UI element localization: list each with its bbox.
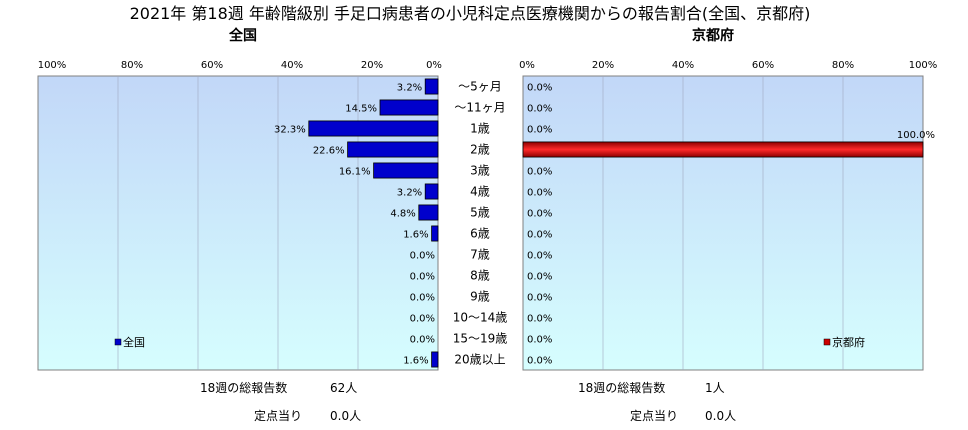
category-label: 20歳以上	[454, 353, 505, 367]
data-label-national: 0.0%	[410, 335, 435, 346]
data-label-national: 4.8%	[390, 209, 415, 220]
footer-national-per-label: 定点当り	[254, 408, 302, 423]
footer-kyoto-total-value: 1人	[705, 381, 725, 395]
category-label: 8歳	[470, 269, 490, 283]
panel-title-kyoto: 京都府	[692, 27, 734, 44]
footer-kyoto-total-label: 18週の総報告数	[578, 380, 665, 395]
category-label: 6歳	[470, 227, 490, 241]
category-label: 10〜14歳	[453, 311, 508, 325]
tick-label-national: 20%	[361, 60, 383, 71]
panel-title-national: 全国	[228, 27, 257, 44]
bar-national	[431, 225, 439, 242]
bar-national	[308, 120, 439, 137]
legend-swatch-national	[114, 338, 122, 346]
plot-area-kyoto	[522, 75, 924, 371]
bar-national	[373, 162, 439, 179]
bar-national	[424, 78, 439, 95]
data-label-national: 1.6%	[403, 356, 428, 367]
data-label-kyoto: 0.0%	[527, 314, 552, 325]
data-label-kyoto: 0.0%	[527, 125, 552, 136]
category-label: 〜11ヶ月	[454, 101, 505, 115]
category-label: 3歳	[470, 164, 490, 178]
plot-area-national	[37, 75, 439, 371]
data-label-kyoto: 0.0%	[527, 209, 552, 220]
data-label-national: 1.6%	[403, 230, 428, 241]
data-label-kyoto: 0.0%	[527, 251, 552, 262]
data-label-national: 0.0%	[410, 251, 435, 262]
footer-national-total-label: 18週の総報告数	[200, 380, 287, 395]
data-label-kyoto: 0.0%	[527, 188, 552, 199]
category-label: 1歳	[470, 122, 490, 136]
data-label-kyoto: 0.0%	[527, 83, 552, 94]
data-label-national: 0.0%	[410, 314, 435, 325]
tick-label-kyoto: 100%	[909, 60, 938, 71]
tick-label-national: 80%	[121, 60, 143, 71]
bar-national	[418, 204, 439, 221]
data-label-kyoto: 0.0%	[527, 335, 552, 346]
chart-title: 2021年 第18週 年齢階級別 手足口病患者の小児科定点医療機関からの報告割合…	[130, 4, 811, 23]
data-label-national: 22.6%	[313, 146, 345, 157]
data-label-national: 3.2%	[397, 188, 422, 199]
data-label-national: 3.2%	[397, 83, 422, 94]
category-label: 4歳	[470, 185, 490, 199]
data-label-national: 14.5%	[345, 104, 377, 115]
data-label-kyoto: 0.0%	[527, 293, 552, 304]
legend-label-national: 全国	[123, 335, 145, 349]
footer-kyoto-per-value: 0.0人	[705, 409, 736, 423]
tick-label-national: 100%	[38, 60, 67, 71]
bar-national	[347, 141, 439, 158]
tick-label-national: 40%	[281, 60, 303, 71]
bar-national	[424, 183, 439, 200]
bar-kyoto	[522, 141, 924, 158]
legend-label-kyoto: 京都府	[832, 335, 865, 349]
category-label: 5歳	[470, 206, 490, 220]
tick-label-kyoto: 0%	[519, 60, 535, 71]
footer-national-per-value: 0.0人	[330, 409, 361, 423]
category-label: 〜5ヶ月	[458, 80, 502, 94]
data-label-kyoto: 100.0%	[897, 130, 935, 141]
data-label-kyoto: 0.0%	[527, 230, 552, 241]
tick-label-kyoto: 40%	[672, 60, 694, 71]
data-label-national: 16.1%	[339, 167, 371, 178]
category-label: 9歳	[470, 290, 490, 304]
data-label-national: 0.0%	[410, 293, 435, 304]
footer-kyoto-per-label: 定点当り	[630, 408, 678, 423]
data-label-kyoto: 0.0%	[527, 272, 552, 283]
tick-label-kyoto: 80%	[832, 60, 854, 71]
bar-national	[379, 99, 439, 116]
data-label-kyoto: 0.0%	[527, 167, 552, 178]
tick-label-kyoto: 60%	[752, 60, 774, 71]
bar-national	[431, 351, 439, 368]
data-label-national: 32.3%	[274, 125, 306, 136]
category-label: 2歳	[470, 143, 490, 157]
tick-label-national: 60%	[201, 60, 223, 71]
tick-label-kyoto: 20%	[592, 60, 614, 71]
category-label: 15〜19歳	[453, 332, 508, 346]
category-label: 7歳	[470, 248, 490, 262]
tick-label-national: 0%	[426, 60, 442, 71]
footer-national-total-value: 62人	[330, 381, 357, 395]
legend-swatch-kyoto	[823, 338, 831, 346]
data-label-national: 0.0%	[410, 272, 435, 283]
data-label-kyoto: 0.0%	[527, 356, 552, 367]
data-label-kyoto: 0.0%	[527, 104, 552, 115]
